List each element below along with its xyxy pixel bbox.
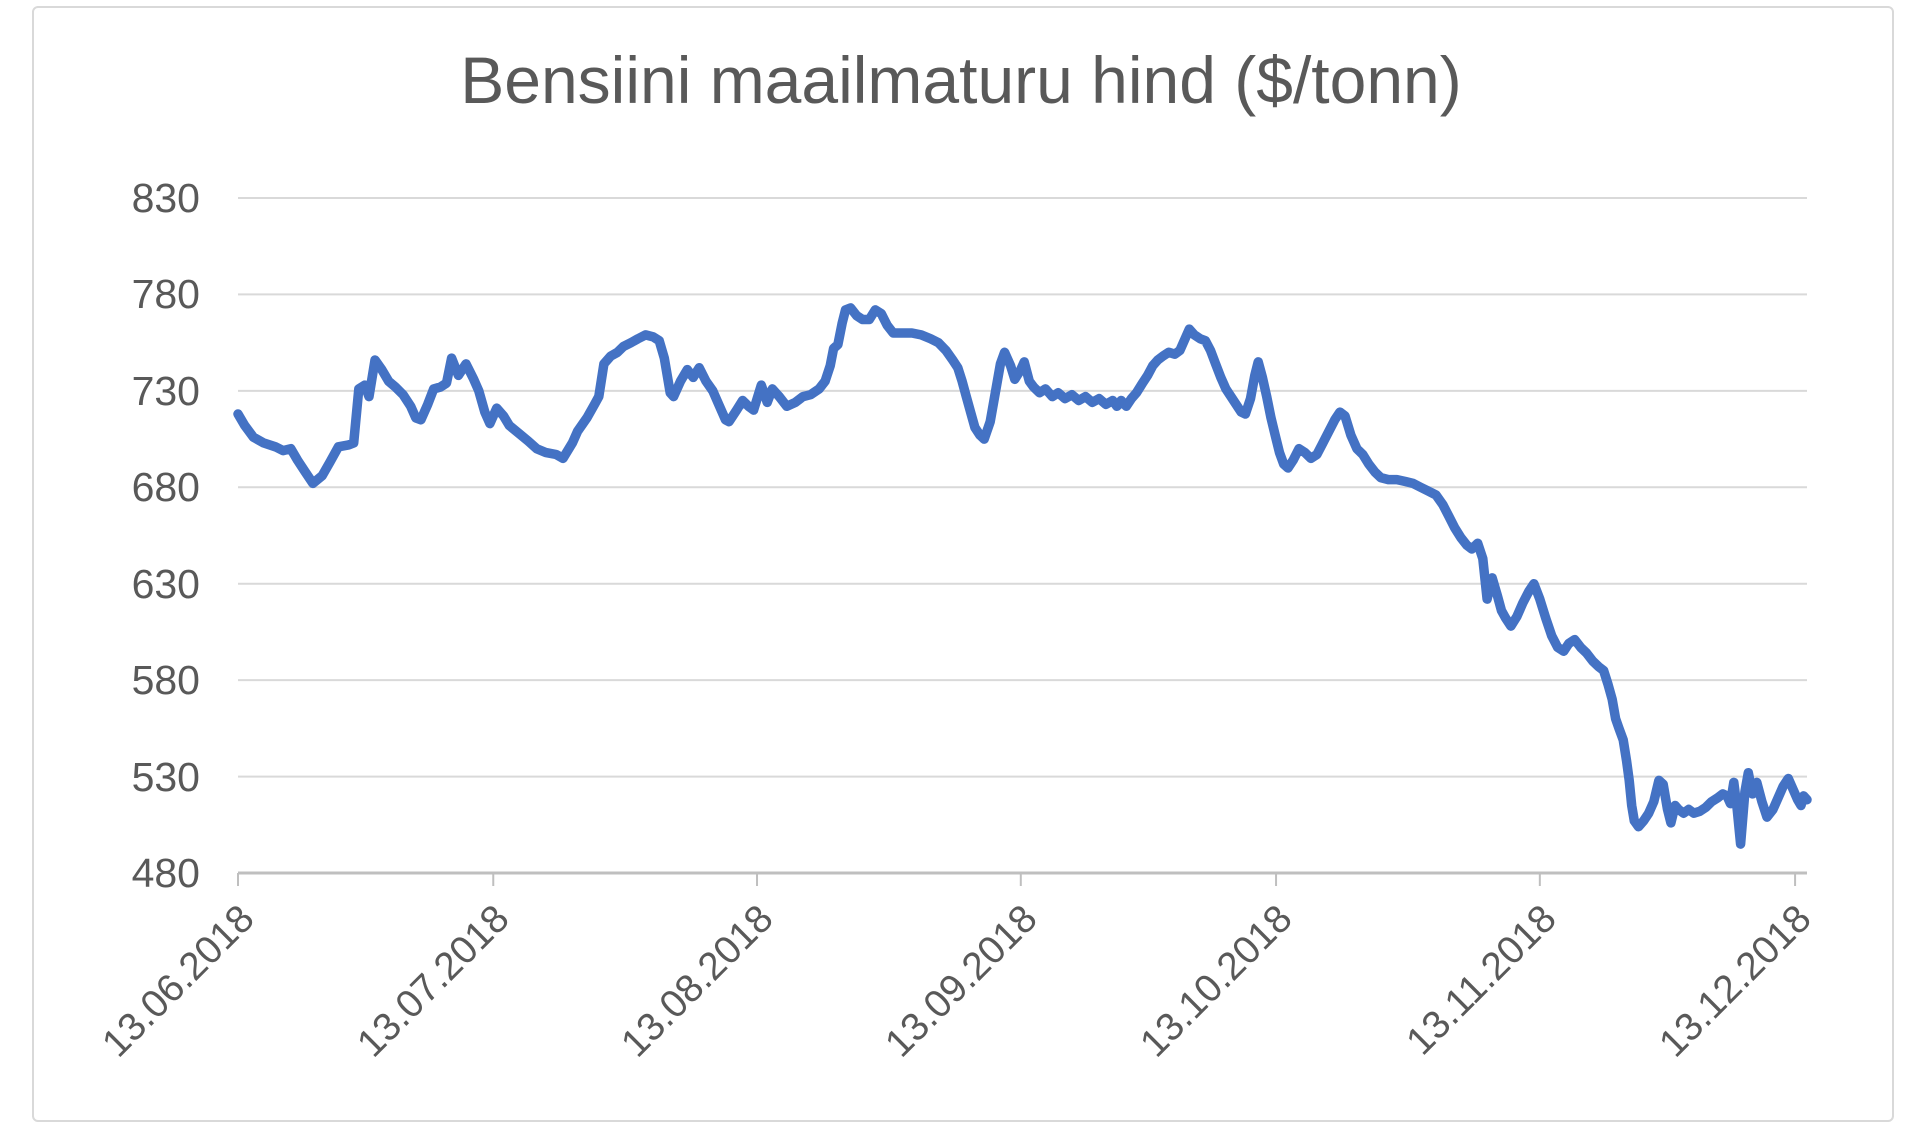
y-axis-label-680: 680 (131, 464, 200, 511)
y-axis-label-480: 480 (131, 850, 200, 896)
y-axis-label-580: 580 (131, 657, 200, 704)
chart-frame (32, 6, 1894, 1122)
y-axis-label-730: 730 (131, 367, 200, 414)
y-axis-label-780: 780 (131, 271, 200, 318)
y-axis-label-530: 530 (131, 753, 200, 800)
y-axis-label-630: 630 (131, 560, 200, 607)
chart-title: Bensiini maailmaturu hind ($/tonn) (460, 43, 1462, 117)
price-line (233, 303, 1812, 849)
y-axis-label-830: 830 (131, 175, 200, 221)
